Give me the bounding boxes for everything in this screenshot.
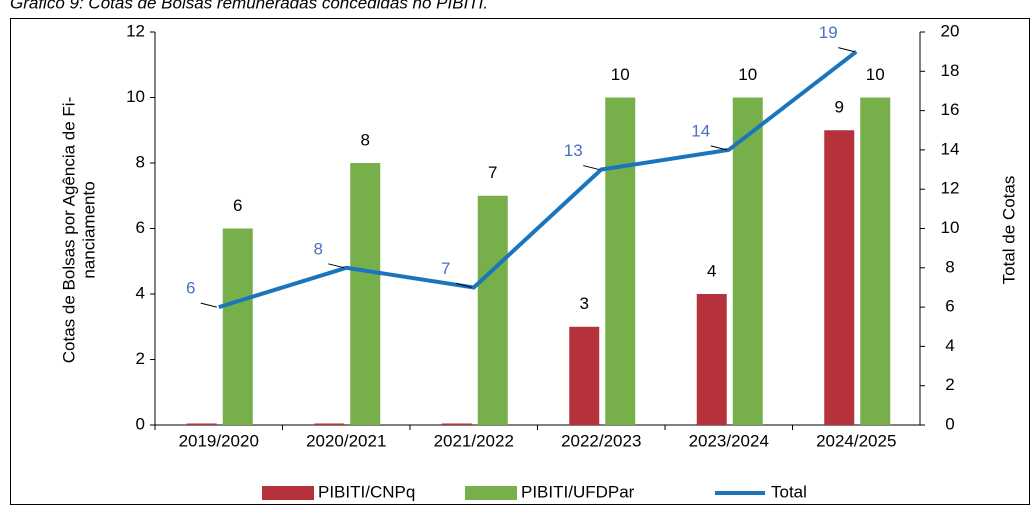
- leader-line: [838, 47, 855, 53]
- legend-label: PIBITI/UFDPar: [521, 482, 635, 501]
- line-value-label: 6: [186, 279, 195, 298]
- y-axis-label: Cotas de Bolsas por Agência de Fi-: [59, 97, 78, 363]
- y2-tick-label: 10: [941, 218, 960, 237]
- x-tick-label: 2019/2020: [179, 431, 259, 450]
- line-value-label: 7: [441, 259, 450, 278]
- leader-line: [455, 282, 472, 288]
- x-tick-label: 2022/2023: [561, 431, 641, 450]
- y-tick-label: 2: [136, 349, 145, 368]
- bar: [222, 228, 253, 425]
- leader-line: [328, 263, 345, 269]
- bar: [824, 130, 855, 425]
- y2-tick-label: 6: [945, 297, 954, 316]
- y2-tick-label: 0: [945, 414, 954, 433]
- y-axis-label: nanciamento: [79, 181, 98, 278]
- bar: [477, 195, 508, 425]
- line-value-label: 19: [819, 23, 838, 42]
- leader-line: [710, 145, 727, 151]
- line: [218, 50, 858, 310]
- y-tick-label: 8: [136, 152, 145, 171]
- bar-value-label: 10: [611, 65, 630, 84]
- leader-line: [583, 165, 600, 171]
- bar: [696, 294, 727, 425]
- y-tick-label: 12: [126, 21, 145, 40]
- leader-line: [200, 302, 217, 308]
- line-value-label: 13: [564, 141, 583, 160]
- bar: [186, 423, 217, 425]
- legend-label: Total: [771, 482, 807, 501]
- bar-value-label: 6: [233, 196, 242, 215]
- bar: [605, 97, 636, 425]
- y2-tick-label: 16: [941, 100, 960, 119]
- bar-value-label: 4: [707, 261, 716, 280]
- bar-value-label: 3: [580, 294, 589, 313]
- y2-tick-label: 4: [945, 336, 954, 355]
- bar: [441, 423, 472, 425]
- y2-tick-label: 12: [941, 179, 960, 198]
- x-tick-label: 2024/2025: [816, 431, 896, 450]
- y2-axis-label: Total de Cotas: [999, 176, 1018, 285]
- y-tick-label: 0: [136, 414, 145, 433]
- y-tick-label: 4: [136, 283, 145, 302]
- bar-value-label: 7: [488, 163, 497, 182]
- legend-label: PIBITI/CNPq: [318, 482, 415, 501]
- y2-tick-label: 20: [941, 21, 960, 40]
- bar: [350, 163, 381, 425]
- bar: [569, 326, 600, 425]
- y-tick-label: 10: [126, 87, 145, 106]
- chart-frame: [10, 18, 1030, 505]
- bar: [860, 97, 891, 425]
- bar: [314, 423, 345, 425]
- legend-swatch: [465, 486, 517, 500]
- line-value-label: 14: [691, 121, 710, 140]
- y-tick-label: 6: [136, 218, 145, 237]
- x-tick-label: 2023/2024: [689, 431, 769, 450]
- bar-value-label: 10: [866, 65, 885, 84]
- bar-value-label: 9: [835, 98, 844, 117]
- line-value-label: 8: [314, 239, 323, 258]
- bar-value-label: 8: [361, 130, 370, 149]
- bar: [732, 97, 763, 425]
- y2-tick-label: 14: [941, 139, 960, 158]
- y2-tick-label: 2: [945, 375, 954, 394]
- legend-swatch: [262, 486, 314, 500]
- y2-tick-label: 18: [941, 61, 960, 80]
- chart-title: Gráfico 9: Cotas de Bolsas remuneradas c…: [10, 0, 488, 12]
- x-tick-label: 2020/2021: [306, 431, 386, 450]
- bar-value-label: 10: [738, 65, 757, 84]
- y2-tick-label: 8: [945, 257, 954, 276]
- x-tick-label: 2021/2022: [434, 431, 514, 450]
